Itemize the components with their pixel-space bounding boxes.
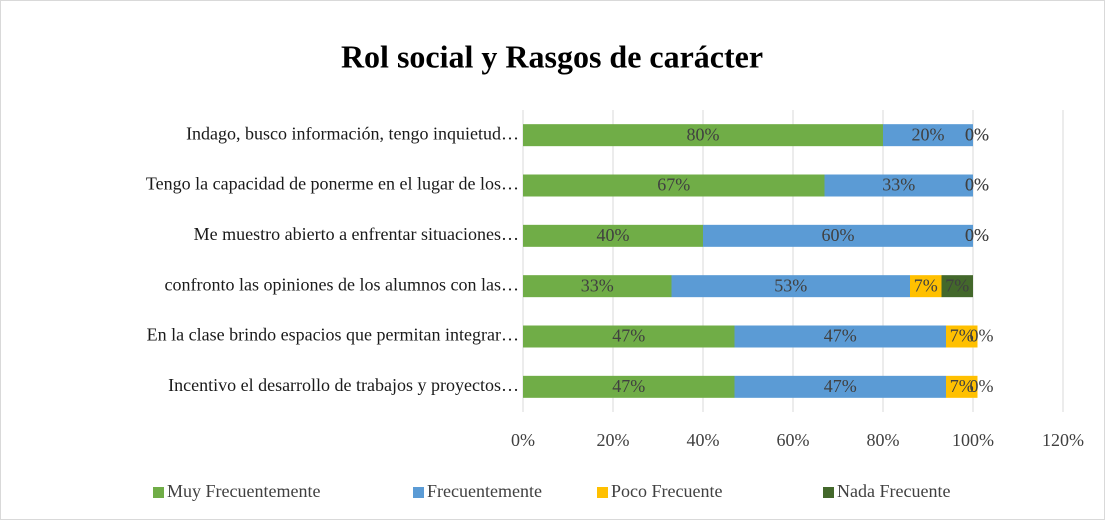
data-label: 7% [950,376,974,396]
legend-swatch [823,487,834,498]
bar-segment [946,325,978,348]
x-tick-label: 0% [511,430,535,450]
chart-title: Rol social y Rasgos de carácter [341,38,763,74]
data-label: 0% [965,225,989,245]
data-label: 47% [612,326,645,346]
bar-segment [523,174,825,197]
y-tick-label: Incentivo el desarrollo de trabajos y pr… [168,375,519,395]
data-label: 33% [581,275,614,295]
y-tick-label: Indago, busco información, tengo inquiet… [186,123,519,143]
y-tick-label: Me muestro abierto a enfrentar situacion… [194,224,519,244]
data-label: 0% [965,124,989,144]
bar-segment [910,275,942,298]
legend-label: Poco Frecuente [611,481,722,501]
data-label: 7% [914,275,938,295]
bar-segment [734,325,946,348]
bar-segment [671,275,910,298]
data-label: 20% [912,124,945,144]
data-label: 0% [970,326,994,346]
data-label: 7% [945,275,969,295]
bar-segment [824,174,973,197]
data-label: 0% [965,124,989,144]
data-label: 0% [965,175,989,195]
x-tick-label: 100% [952,430,994,450]
data-label: 53% [774,275,807,295]
data-label: 40% [597,225,630,245]
x-tick-label: 80% [867,430,900,450]
x-tick-label: 120% [1042,430,1084,450]
bar-segment [946,375,978,398]
legend-swatch [413,487,424,498]
bar-segment [523,375,735,398]
data-label: 0% [965,225,989,245]
bar-segment [523,275,672,298]
x-tick-label: 60% [777,430,810,450]
data-label: 80% [687,124,720,144]
legend-swatch [597,487,608,498]
data-label: 0% [965,175,989,195]
data-label: 47% [612,376,645,396]
x-tick-label: 20% [597,430,630,450]
bar-segment [883,124,973,147]
bar-segment [523,124,883,147]
y-tick-label: Tengo la capacidad de ponerme en el luga… [146,174,519,194]
legend-label: Nada Frecuente [837,481,950,501]
data-label: 33% [882,175,915,195]
bar-segment [734,375,946,398]
data-label: 60% [822,225,855,245]
data-label: 67% [657,175,690,195]
legend-swatch [153,487,164,498]
x-tick-label: 40% [687,430,720,450]
y-tick-label: En la clase brindo espacios que permitan… [147,325,519,345]
y-tick-label: confronto las opiniones de los alumnos c… [165,274,519,294]
data-label: 47% [824,326,857,346]
bar-segment [523,224,703,247]
bar-segment [523,325,735,348]
data-label: 0% [970,376,994,396]
legend-label: Frecuentemente [427,481,542,501]
data-label: 7% [950,326,974,346]
bar-segment [941,275,973,298]
data-label: 47% [824,376,857,396]
legend-label: Muy Frecuentemente [167,481,320,501]
bar-segment [703,224,973,247]
